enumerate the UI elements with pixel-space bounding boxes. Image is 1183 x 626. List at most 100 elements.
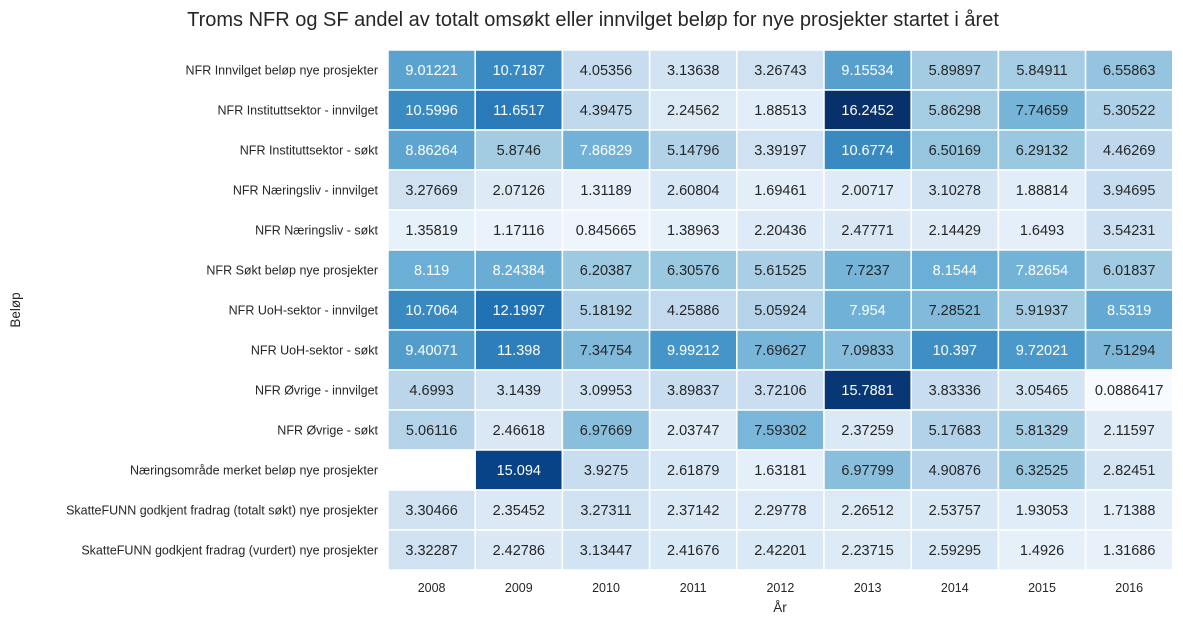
cell-value: 2.59295 (929, 543, 981, 559)
cell-value: 3.26743 (754, 63, 806, 79)
heatmap-cell (387, 449, 476, 491)
cell-value: 10.7187 (493, 63, 545, 79)
column-label: 2009 (505, 581, 533, 595)
heatmap-cell (387, 169, 476, 211)
cell-value: 8.5319 (1107, 303, 1151, 319)
heatmap-cell (997, 89, 1087, 131)
heatmap-cell (1084, 489, 1174, 531)
cell-value: 2.03747 (667, 423, 719, 439)
row-label: NFR Næringsliv - søkt (255, 224, 378, 238)
cell-value: 6.50169 (929, 143, 981, 159)
cell-value: 7.51294 (1103, 343, 1155, 359)
row-label: SkatteFUNN godkjent fradrag (totalt søkt… (66, 504, 378, 518)
cell-value: 5.61525 (754, 263, 806, 279)
cell-value: 3.27311 (580, 503, 631, 519)
row-label: NFR Søkt beløp nye prosjekter (206, 264, 378, 278)
cell-value: 7.954 (849, 303, 885, 319)
cell-value: 6.55863 (1103, 63, 1155, 79)
cell-value: 7.59302 (754, 423, 806, 439)
cell-value: 1.35819 (405, 223, 457, 239)
cell-value: 5.14796 (667, 143, 719, 159)
heatmap-cell (1084, 129, 1174, 171)
cell-value: 1.71388 (1103, 503, 1155, 519)
heatmap-cell (648, 249, 738, 291)
cell-value: 9.72021 (1016, 343, 1068, 359)
heatmap-cell (1084, 209, 1174, 251)
cell-value: 3.72106 (754, 383, 806, 399)
heatmap-cell (474, 49, 564, 91)
column-label: 2011 (680, 581, 707, 595)
heatmap-cell (387, 489, 476, 531)
cell-value: 2.60804 (667, 183, 719, 199)
cell-value: 8.86264 (405, 143, 457, 159)
cell-value: 2.42786 (493, 543, 545, 559)
cell-value: 9.15534 (841, 63, 893, 79)
cell-value: 7.82654 (1016, 263, 1068, 279)
heatmap-cell (736, 129, 825, 171)
cell-value: 5.8746 (497, 143, 541, 159)
heatmap-cell (997, 529, 1087, 571)
row-label: NFR Øvrige - søkt (277, 424, 378, 438)
cell-value: 3.89837 (667, 383, 719, 399)
heatmap-cell (387, 249, 476, 291)
heatmap-cell (387, 49, 476, 91)
cell-value: 3.1439 (497, 383, 541, 399)
cell-value: 9.40071 (405, 343, 457, 359)
heatmap-cell (1084, 249, 1174, 291)
cell-value: 2.23715 (841, 543, 893, 559)
cell-value: 3.13447 (580, 543, 632, 559)
column-label: 2010 (592, 581, 620, 595)
cell-value: 6.32525 (1016, 463, 1068, 479)
cell-value: 8.1544 (933, 263, 977, 279)
cell-value: 2.37259 (841, 423, 893, 439)
cell-value: 2.37142 (667, 503, 719, 519)
heatmap-cell (387, 129, 476, 171)
heatmap-cell (387, 89, 476, 131)
cell-value: 4.25886 (667, 303, 719, 319)
x-axis-label: År (773, 600, 787, 615)
heatmap-cell (997, 409, 1087, 451)
cell-value: 5.86298 (929, 103, 981, 119)
cell-value: 2.41676 (667, 543, 719, 559)
cell-value: 5.17683 (929, 423, 981, 439)
cell-value: 6.29132 (1016, 143, 1068, 159)
heatmap-cell (387, 409, 476, 451)
heatmap-cell (1084, 89, 1174, 131)
cell-value: 7.34754 (580, 343, 632, 359)
heatmap-cell (648, 529, 738, 571)
heatmap-cell (823, 369, 912, 411)
cell-value: 5.30522 (1103, 103, 1155, 119)
cell-value: 10.6774 (841, 143, 893, 159)
column-label: 2008 (418, 581, 446, 595)
cell-value: 11.398 (497, 343, 540, 359)
cell-value: 9.01221 (405, 63, 457, 79)
heatmap-cell (1084, 409, 1174, 451)
cell-value: 2.61879 (667, 463, 719, 479)
cell-value: 6.97669 (580, 423, 632, 439)
cell-value: 9.99212 (667, 343, 719, 359)
cell-value: 10.397 (933, 343, 977, 359)
cell-value: 1.31686 (1103, 543, 1155, 559)
heatmap-cell (910, 289, 1000, 331)
cell-value: 2.35452 (493, 503, 545, 519)
heatmap-cell (823, 249, 912, 291)
cell-value: 1.38963 (667, 223, 719, 239)
cell-value: 2.46618 (493, 423, 545, 439)
heatmap-cell (1084, 169, 1174, 211)
heatmap-cell (910, 369, 1000, 411)
cell-value: 2.11597 (1104, 423, 1155, 439)
heatmap-cell (474, 289, 564, 331)
heatmap-cell (997, 449, 1087, 491)
cell-value: 7.7237 (845, 263, 889, 279)
heatmap-cell (1084, 449, 1174, 491)
chart-title: Troms NFR og SF andel av totalt omsøkt e… (187, 9, 999, 31)
row-label: NFR UoH-sektor - søkt (251, 344, 379, 358)
cell-value: 2.20436 (754, 223, 806, 239)
heatmap-cell (823, 209, 912, 251)
cell-value: 10.7064 (405, 303, 457, 319)
column-labels: 2008 2009 2010 2011 2012 2013 2014 2015 2016 (418, 581, 1143, 595)
row-label: NFR Innvilget beløp nye prosjekter (186, 64, 378, 78)
cell-value: 4.05356 (580, 63, 632, 79)
cell-value: 5.05924 (754, 303, 806, 319)
